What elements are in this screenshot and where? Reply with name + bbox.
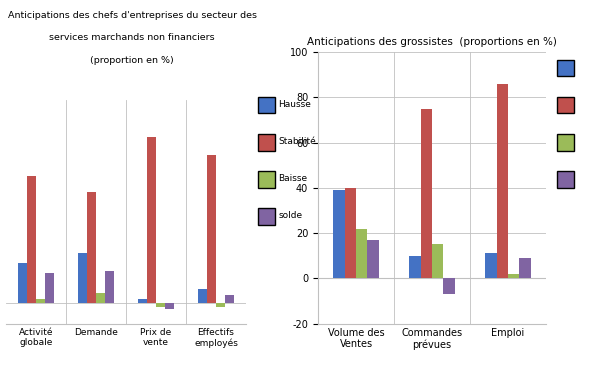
- Bar: [508, 274, 520, 278]
- Text: Anticipations des chefs d'entreprises du secteur des: Anticipations des chefs d'entreprises du…: [7, 11, 257, 20]
- Bar: [96, 293, 105, 303]
- Bar: [409, 256, 421, 278]
- Bar: [333, 190, 344, 278]
- Bar: [18, 263, 27, 303]
- Bar: [485, 253, 497, 278]
- Bar: [432, 244, 443, 278]
- Bar: [520, 258, 531, 278]
- Bar: [207, 155, 216, 303]
- Text: Stabilité: Stabilité: [278, 137, 316, 146]
- Bar: [147, 137, 156, 303]
- Bar: [421, 109, 432, 278]
- Bar: [344, 188, 356, 278]
- Text: services marchands non financiers: services marchands non financiers: [49, 33, 215, 42]
- Bar: [225, 295, 234, 303]
- Text: solde: solde: [278, 211, 302, 220]
- Bar: [138, 299, 147, 303]
- Bar: [45, 273, 54, 303]
- Bar: [78, 253, 87, 303]
- Bar: [198, 289, 207, 303]
- Bar: [216, 303, 225, 307]
- Bar: [443, 278, 455, 294]
- Bar: [165, 303, 174, 310]
- Bar: [36, 299, 45, 303]
- Title: Anticipations des grossistes  (proportions en %): Anticipations des grossistes (proportion…: [307, 37, 557, 47]
- Bar: [87, 192, 96, 303]
- Bar: [497, 84, 508, 278]
- Bar: [27, 176, 36, 303]
- Text: (proportion en %): (proportion en %): [90, 56, 174, 65]
- Text: Hausse: Hausse: [278, 100, 311, 109]
- Bar: [105, 271, 114, 303]
- Bar: [367, 240, 379, 278]
- Bar: [356, 228, 367, 278]
- Bar: [156, 303, 165, 307]
- Text: Baisse: Baisse: [278, 174, 308, 183]
